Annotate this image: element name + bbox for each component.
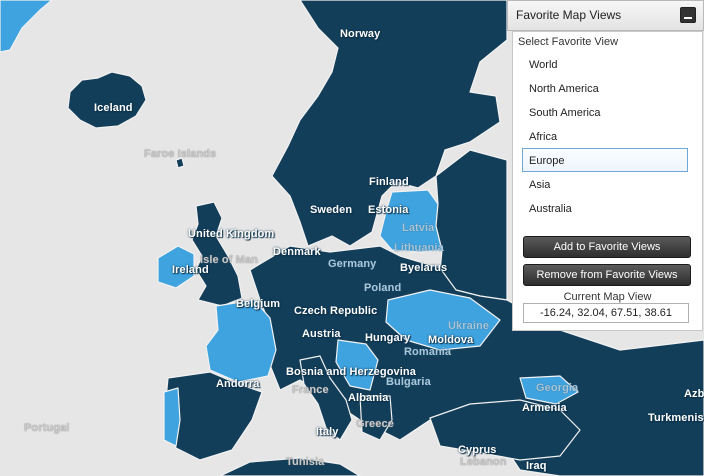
panel-body: Select Favorite View World North America… <box>512 31 703 331</box>
ukraine-shape <box>385 289 501 351</box>
panel-title: Favorite Map Views <box>516 8 622 22</box>
current-view-label: Current Map View <box>563 291 652 303</box>
label-latvia: Latvia <box>402 222 435 234</box>
view-item-australia[interactable]: Australia <box>529 203 572 215</box>
label-bosnia: Bosnia and Herzegovina <box>286 366 416 378</box>
label-germany: Germany <box>328 258 377 270</box>
label-uk: United Kingdom <box>188 228 275 240</box>
label-cyprus: Cyprus <box>458 444 497 456</box>
label-greece: Greece <box>356 418 394 430</box>
view-item-north-america[interactable]: North America <box>529 83 599 95</box>
baltics-shape <box>379 189 443 253</box>
label-ukraine: Ukraine <box>448 320 490 332</box>
label-lebanon: Lebanon <box>460 456 507 468</box>
label-italy: Italy <box>316 426 339 438</box>
label-portugal: Portugal <box>24 422 70 434</box>
remove-favorite-button[interactable]: Remove from Favorite Views <box>523 264 691 286</box>
label-georgia: Georgia <box>536 382 579 394</box>
label-estonia: Estonia <box>368 204 409 216</box>
label-tunisia: Tunisia <box>286 456 325 468</box>
minimize-icon <box>684 17 692 19</box>
label-ireland: Ireland <box>172 264 209 276</box>
label-albania: Albania <box>348 392 389 404</box>
view-item-europe[interactable]: Europe <box>522 148 688 172</box>
favorite-views-panel: Favorite Map Views Select Favorite View … <box>507 0 704 476</box>
label-poland: Poland <box>364 282 402 294</box>
label-austria: Austria <box>302 328 341 340</box>
view-item-asia[interactable]: Asia <box>529 179 551 191</box>
label-byelarus: Byelarus <box>400 262 448 274</box>
label-moldova: Moldova <box>428 334 474 346</box>
label-belgium: Belgium <box>236 298 281 310</box>
add-favorite-button[interactable]: Add to Favorite Views <box>523 236 691 258</box>
label-andorra: Andorra <box>216 378 260 390</box>
label-sweden: Sweden <box>310 204 353 216</box>
label-finland: Finland <box>369 176 409 188</box>
label-iraq: Iraq <box>526 460 547 472</box>
minimize-button[interactable] <box>680 7 696 23</box>
greenland-edge <box>0 0 53 53</box>
greece-shape <box>359 395 393 441</box>
favorite-views-list[interactable]: World North America South America Africa… <box>522 52 688 220</box>
current-view-field[interactable]: -16.24, 32.04, 67.51, 38.61 <box>523 303 689 323</box>
turkey-shape <box>429 399 581 461</box>
georgia-shape <box>519 375 579 405</box>
portugal-shape <box>163 387 181 447</box>
view-item-africa[interactable]: Africa <box>529 131 558 143</box>
label-faroe: Faroe Islands <box>144 148 217 160</box>
label-denmark: Denmark <box>273 246 321 258</box>
italy-shape <box>299 355 353 441</box>
label-france: France <box>292 384 329 396</box>
iceland-shape <box>67 71 147 129</box>
france-shape <box>205 299 277 383</box>
label-norway: Norway <box>340 28 381 40</box>
ireland-shape <box>157 245 195 289</box>
select-view-label: Select Favorite View <box>518 36 619 48</box>
label-iceland: Iceland <box>94 102 133 114</box>
africa-shape <box>219 457 361 476</box>
label-czech: Czech Republic <box>294 305 378 317</box>
label-hungary: Hungary <box>365 332 411 344</box>
label-azerbaijan: Azb <box>684 388 704 400</box>
label-romania: Romania <box>404 346 452 358</box>
scandinavia-shape <box>271 0 508 247</box>
label-turkmenistan: Turkmenis <box>648 412 704 424</box>
balkans-light <box>335 339 379 391</box>
view-item-world[interactable]: World <box>529 59 558 71</box>
label-bulgaria: Bulgaria <box>386 376 431 388</box>
panel-header: Favorite Map Views <box>507 0 704 31</box>
label-armenia: Armenia <box>522 402 567 414</box>
label-isle-of-man: Isle of Man <box>200 254 258 266</box>
label-lithuania: Lithuania <box>394 242 444 254</box>
view-item-south-america[interactable]: South America <box>529 107 601 119</box>
faroe-shape <box>175 157 185 169</box>
